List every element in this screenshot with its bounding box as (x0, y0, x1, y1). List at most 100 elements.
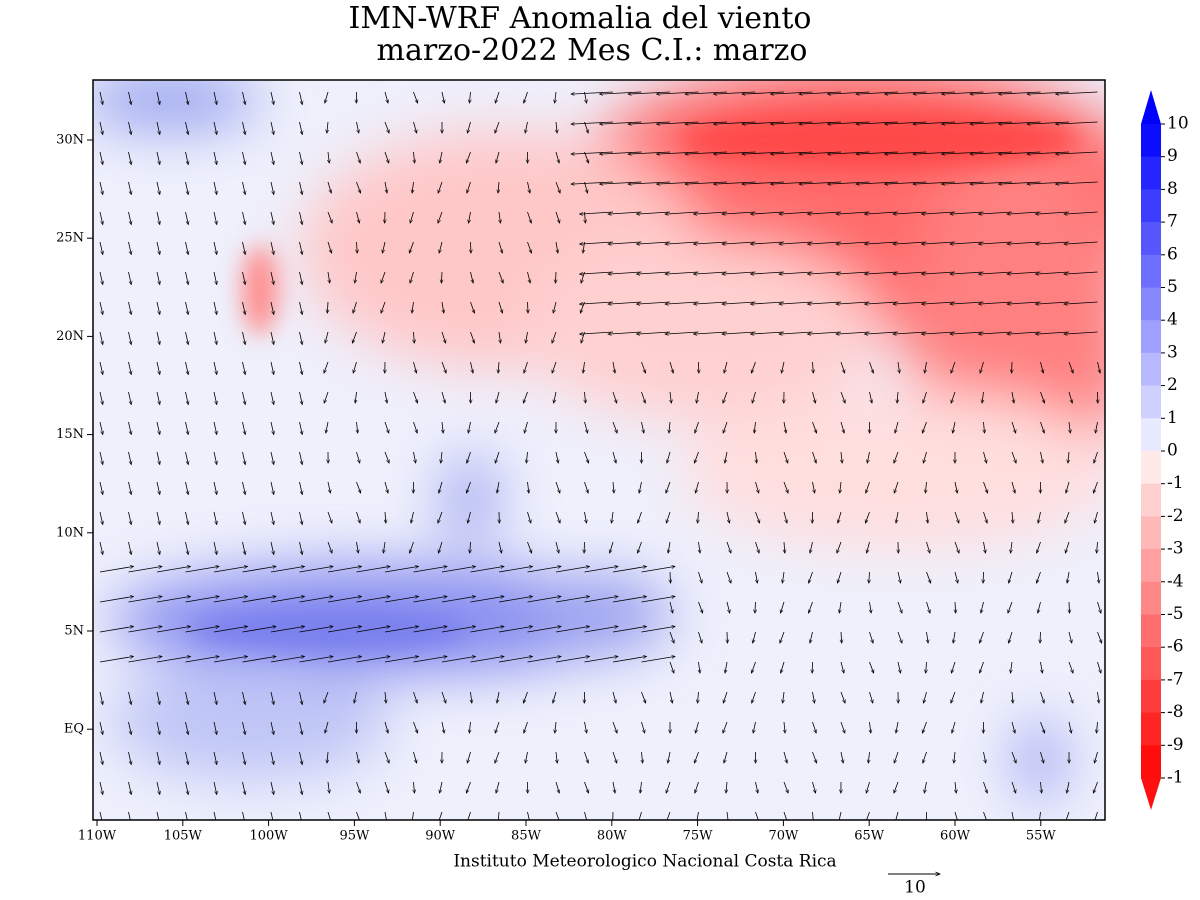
wind-vector (999, 91, 1041, 94)
wind-vector (1012, 391, 1014, 403)
wind-vector (799, 151, 842, 154)
wind-vector (526, 451, 527, 463)
wind-vector (781, 361, 785, 373)
wind-vector (885, 121, 927, 124)
colorbar-label: 0 (1167, 441, 1178, 461)
wind-vector (384, 656, 419, 663)
wind-vector (613, 361, 615, 373)
wind-vector (156, 541, 160, 555)
wind-vector (470, 656, 505, 663)
wind-vector (270, 656, 305, 663)
wind-vector (270, 596, 305, 603)
wind-vector (724, 361, 728, 373)
wind-vector (613, 481, 614, 493)
wind-vector (410, 541, 414, 553)
colorbar-label: 4 (1167, 310, 1178, 330)
wind-vector (185, 121, 189, 135)
wind-vector (468, 421, 471, 433)
wind-vector (242, 481, 246, 495)
wind-vector (213, 151, 217, 165)
wind-vector (1096, 721, 1097, 733)
wind-vector (926, 571, 931, 583)
wind-vector (771, 151, 813, 154)
wind-vector (555, 451, 558, 463)
footer-credit: Instituto Meteorologico Nacional Costa R… (453, 852, 836, 872)
wind-vector (328, 781, 329, 793)
colorbar-box (1141, 222, 1161, 256)
wind-vector (666, 811, 671, 820)
wind-vector (384, 91, 388, 103)
wind-vector (571, 121, 614, 124)
wind-vector (784, 721, 785, 733)
wind-vector (467, 751, 471, 763)
wind-vector (913, 181, 956, 184)
wind-vector (1040, 391, 1045, 403)
wind-vector (299, 751, 303, 765)
wind-vector (384, 721, 388, 733)
wind-vector (355, 391, 356, 403)
wind-vector (898, 361, 900, 373)
wind-vector (894, 451, 899, 463)
wind-vector (438, 541, 443, 553)
wind-vector (213, 721, 217, 735)
wind-vector (270, 151, 274, 165)
wind-vector (751, 361, 756, 373)
wind-vector (527, 626, 562, 633)
wind-vector (781, 661, 785, 673)
wind-vector (299, 626, 334, 633)
wind-vector (584, 626, 619, 633)
wind-vector (894, 481, 899, 493)
wind-vector (1037, 541, 1041, 553)
colorbar-label: -5 (1167, 604, 1184, 624)
wind-vector (495, 451, 500, 463)
wind-vector (99, 721, 103, 735)
wind-vector (213, 451, 217, 465)
lon-label: 85W (511, 829, 542, 844)
colorbar-box (1141, 124, 1161, 158)
wind-vector (638, 811, 642, 820)
wind-vector (1068, 661, 1073, 673)
wind-vector (1098, 691, 1099, 703)
colorbar-box (1141, 320, 1161, 354)
wind-vector (299, 511, 303, 525)
wind-vector (242, 181, 246, 195)
wind-vector (470, 596, 505, 603)
wind-vector (495, 421, 500, 433)
wind-vector (356, 566, 391, 573)
lat-label: 5N (64, 624, 84, 639)
wind-vector (1040, 361, 1044, 373)
wind-vector (99, 331, 103, 345)
colorbar-label: 9 (1167, 146, 1178, 166)
colorbar-box (1141, 156, 1161, 190)
wind-vector (242, 211, 246, 225)
wind-vector (1011, 541, 1012, 553)
wind-vector (327, 481, 330, 493)
wind-vector (628, 181, 671, 184)
wind-vector (885, 181, 927, 184)
wind-vector (695, 721, 699, 733)
wind-vector (1069, 421, 1070, 433)
colorbar-label: 6 (1167, 244, 1178, 264)
wind-vector (185, 421, 189, 435)
wind-vector (753, 721, 756, 733)
wind-vector (496, 151, 500, 163)
wind-vector (839, 811, 842, 820)
wind-vector (299, 271, 303, 285)
wind-vector (714, 121, 756, 124)
wind-vector (584, 751, 589, 763)
colorbar-label: 8 (1167, 179, 1178, 199)
wind-vector (384, 151, 389, 163)
wind-vector (1041, 661, 1043, 673)
wind-vector (923, 391, 927, 403)
wind-vector (840, 391, 845, 403)
wind-vector (1098, 571, 1100, 583)
wind-vector (327, 811, 331, 820)
wind-vector (927, 631, 929, 643)
wind-vector (869, 571, 870, 583)
wind-vector (440, 151, 443, 163)
wind-vector (555, 721, 556, 733)
wind-vector (612, 751, 617, 763)
wind-vector (411, 511, 414, 523)
wind-vector (99, 656, 134, 663)
wind-vector (1065, 811, 1070, 820)
